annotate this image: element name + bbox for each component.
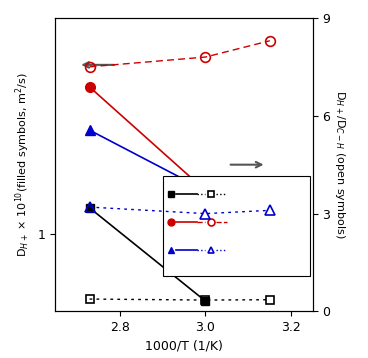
Text: 1:1: 1:1 bbox=[233, 189, 251, 199]
FancyBboxPatch shape bbox=[163, 176, 310, 276]
Y-axis label: D$_{H+}$ × 10$^{10}$(filled symbols, m$^2$/s): D$_{H+}$ × 10$^{10}$(filled symbols, m$^… bbox=[14, 72, 32, 257]
Y-axis label: D$_{H+}$/D$_{C-H}$ (open symbols): D$_{H+}$/D$_{C-H}$ (open symbols) bbox=[333, 91, 347, 239]
X-axis label: 1000/T (1/K): 1000/T (1/K) bbox=[145, 340, 223, 353]
Text: 2:2: 2:2 bbox=[233, 245, 251, 255]
Text: 2:1: 2:1 bbox=[233, 217, 251, 227]
